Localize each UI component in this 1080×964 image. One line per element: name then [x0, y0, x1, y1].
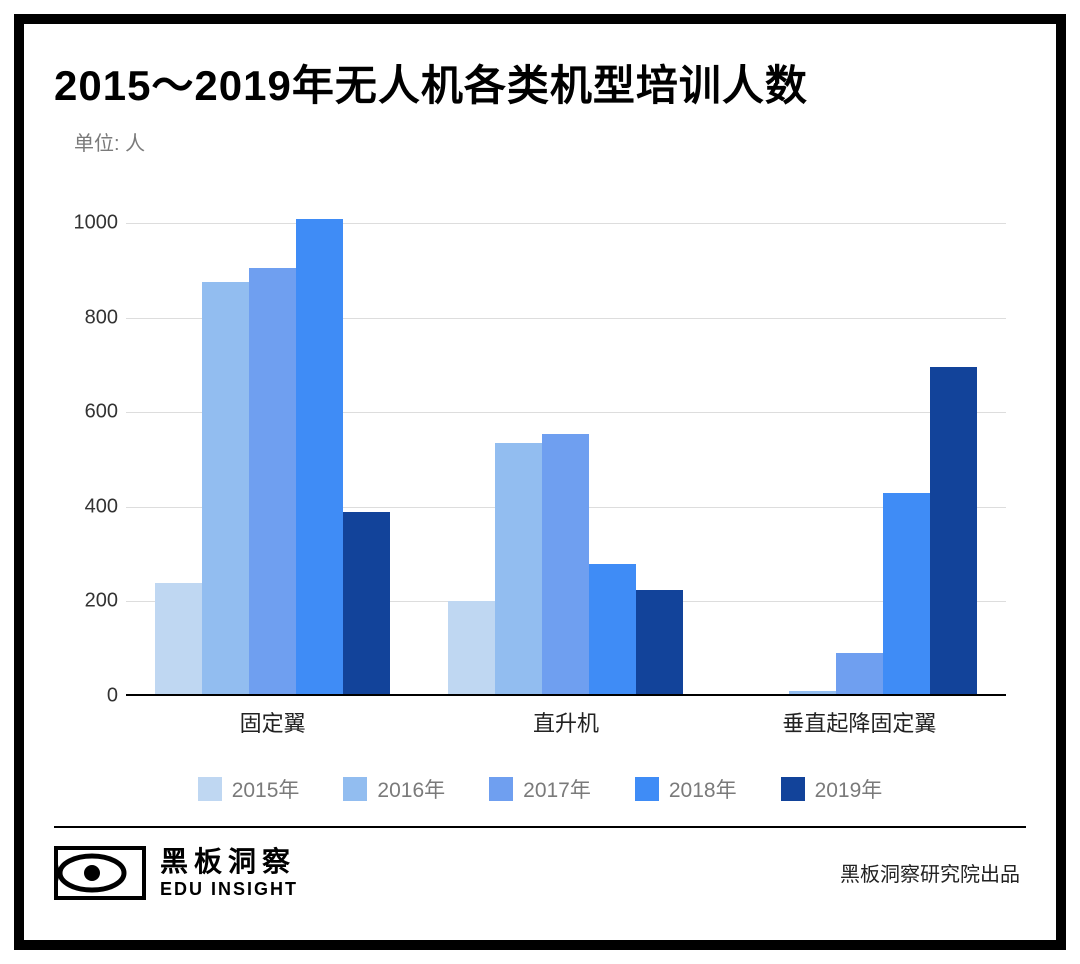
legend-label: 2019年 — [815, 774, 883, 804]
footer: 黑板洞察 EDU INSIGHT 黑板洞察研究院出品 — [54, 846, 1026, 900]
logo-block: 黑板洞察 EDU INSIGHT — [54, 846, 298, 900]
x-axis-line — [126, 694, 1006, 696]
legend-item: 2015年 — [198, 774, 300, 804]
legend-label: 2018年 — [669, 774, 737, 804]
bar — [296, 219, 343, 696]
chart-frame: 2015～2019年无人机各类机型培训人数 单位: 人 0 200 400 600 80… — [14, 14, 1066, 950]
bar — [636, 590, 683, 696]
legend-item: 2016年 — [343, 774, 445, 804]
bar — [343, 512, 390, 696]
logo-text: 黑板洞察 EDU INSIGHT — [160, 848, 298, 898]
y-tick-label: 400 — [54, 495, 118, 518]
legend-item: 2019年 — [781, 774, 883, 804]
legend-label: 2017年 — [523, 774, 591, 804]
chart-area: 0 200 400 600 800 1000 固定翼直升机垂直起降固定翼 — [54, 166, 1014, 746]
unit-label: 单位: 人 — [74, 127, 1026, 156]
bar-group — [155, 176, 390, 696]
bar — [883, 493, 930, 696]
legend-swatch — [489, 777, 513, 801]
bar-group — [448, 176, 683, 696]
bar-groups — [126, 176, 1006, 696]
y-tick-label: 600 — [54, 401, 118, 424]
bar — [495, 443, 542, 696]
bar — [542, 434, 589, 696]
bar — [930, 367, 977, 696]
bar — [155, 583, 202, 696]
x-axis-labels: 固定翼直升机垂直起降固定翼 — [126, 706, 1006, 738]
bar — [202, 282, 249, 696]
legend: 2015年 2016年 2017年 2018年 2019年 — [54, 774, 1026, 822]
chart-title: 2015～2019年无人机各类机型培训人数 — [54, 52, 1026, 113]
bar-group — [742, 176, 977, 696]
x-axis-label: 直升机 — [419, 706, 712, 738]
plot-region — [126, 176, 1006, 696]
x-axis-label: 固定翼 — [126, 706, 419, 738]
legend-swatch — [343, 777, 367, 801]
legend-label: 2015年 — [232, 774, 300, 804]
legend-swatch — [198, 777, 222, 801]
legend-item: 2018年 — [635, 774, 737, 804]
y-tick-label: 0 — [54, 685, 118, 708]
divider-line — [54, 826, 1026, 828]
credit-text: 黑板洞察研究院出品 — [840, 858, 1020, 887]
bar — [836, 653, 883, 696]
logo-text-en: EDU INSIGHT — [160, 880, 298, 898]
bar — [448, 601, 495, 696]
legend-item: 2017年 — [489, 774, 591, 804]
legend-swatch — [635, 777, 659, 801]
legend-label: 2016年 — [377, 774, 445, 804]
y-tick-label: 1000 — [54, 212, 118, 235]
y-tick-label: 800 — [54, 306, 118, 329]
y-tick-label: 200 — [54, 590, 118, 613]
logo-text-cn: 黑板洞察 — [160, 848, 298, 876]
edu-insight-logo-icon — [54, 846, 146, 900]
legend-swatch — [781, 777, 805, 801]
bar — [249, 268, 296, 696]
bar — [589, 564, 636, 696]
x-axis-label: 垂直起降固定翼 — [713, 706, 1006, 738]
